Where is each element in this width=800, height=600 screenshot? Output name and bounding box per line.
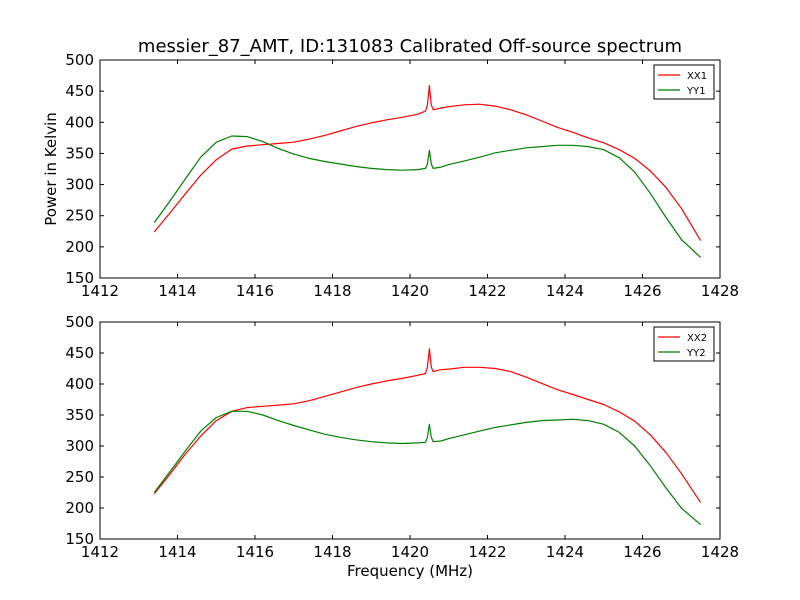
chart-panel-2: 1412 1414 1416 1418 1420 1422 1424 1426 1428 150 2… <box>65 313 739 580</box>
legend-label-yy1: YY1 <box>686 86 706 97</box>
legend-label-yy2: YY2 <box>686 348 706 359</box>
x-tick-label: 1420 <box>391 282 429 300</box>
legend-box <box>653 64 715 100</box>
series-line-yy2 <box>153 410 701 526</box>
y-tick-label: 350 <box>65 406 94 424</box>
x-tick-label: 1424 <box>546 543 584 561</box>
legend-box <box>653 326 715 362</box>
x-tick-label: 1426 <box>623 543 661 561</box>
x-tick-label: 1428 <box>701 543 739 561</box>
y-tick-label: 250 <box>65 207 94 225</box>
x-tick-label: 1424 <box>546 282 584 300</box>
x-axis-label: Frequency (MHz) <box>347 562 473 580</box>
chart-panel-1: 1412 1414 1416 1418 1420 1422 1424 1426 1428 150 2… <box>42 51 739 300</box>
x-tick-label: 1428 <box>701 282 739 300</box>
y-axis-label: Power in Kelvin <box>42 112 60 226</box>
chart-title: messier_87_AMT, ID:131083 Calibrated Off… <box>138 36 682 57</box>
y-tick-label: 400 <box>65 375 94 393</box>
series-line-xx2 <box>153 348 702 503</box>
y-tick-label: 300 <box>65 437 94 455</box>
y-tick-label: 450 <box>65 344 94 362</box>
x-tick-label: 1416 <box>236 282 274 300</box>
x-tick-label: 1420 <box>391 543 429 561</box>
y-tick-label: 250 <box>65 468 94 486</box>
charts-layer: 1412 1414 1416 1418 1420 1422 1424 1426 1428 150 2… <box>42 51 739 580</box>
y-tick-label: 400 <box>65 113 94 131</box>
x-tick-label: 1416 <box>236 543 274 561</box>
legend-label-xx2: XX2 <box>687 333 707 344</box>
x-tick-label: 1412 <box>81 543 119 561</box>
x-tick-label: 1412 <box>81 282 119 300</box>
x-tick-label: 1422 <box>468 282 506 300</box>
series-line-yy1 <box>153 135 702 258</box>
x-tick-label: 1426 <box>623 282 661 300</box>
y-tick-label: 150 <box>65 269 94 287</box>
x-tick-label: 1418 <box>313 543 351 561</box>
x-tick-label: 1422 <box>468 543 506 561</box>
series-line-xx1 <box>153 84 702 241</box>
y-tick-label: 200 <box>65 238 94 256</box>
x-tick-label: 1418 <box>313 282 351 300</box>
x-tick-label: 1414 <box>158 543 196 561</box>
y-tick-label: 200 <box>65 499 94 517</box>
y-tick-label: 350 <box>65 144 94 162</box>
y-tick-label: 500 <box>65 313 94 331</box>
legend-label-xx1: XX1 <box>687 71 707 82</box>
y-tick-label: 500 <box>65 51 94 69</box>
x-tick-label: 1414 <box>158 282 196 300</box>
y-tick-label: 450 <box>65 82 94 100</box>
y-tick-label: 300 <box>65 176 94 194</box>
y-tick-label: 150 <box>65 530 94 548</box>
